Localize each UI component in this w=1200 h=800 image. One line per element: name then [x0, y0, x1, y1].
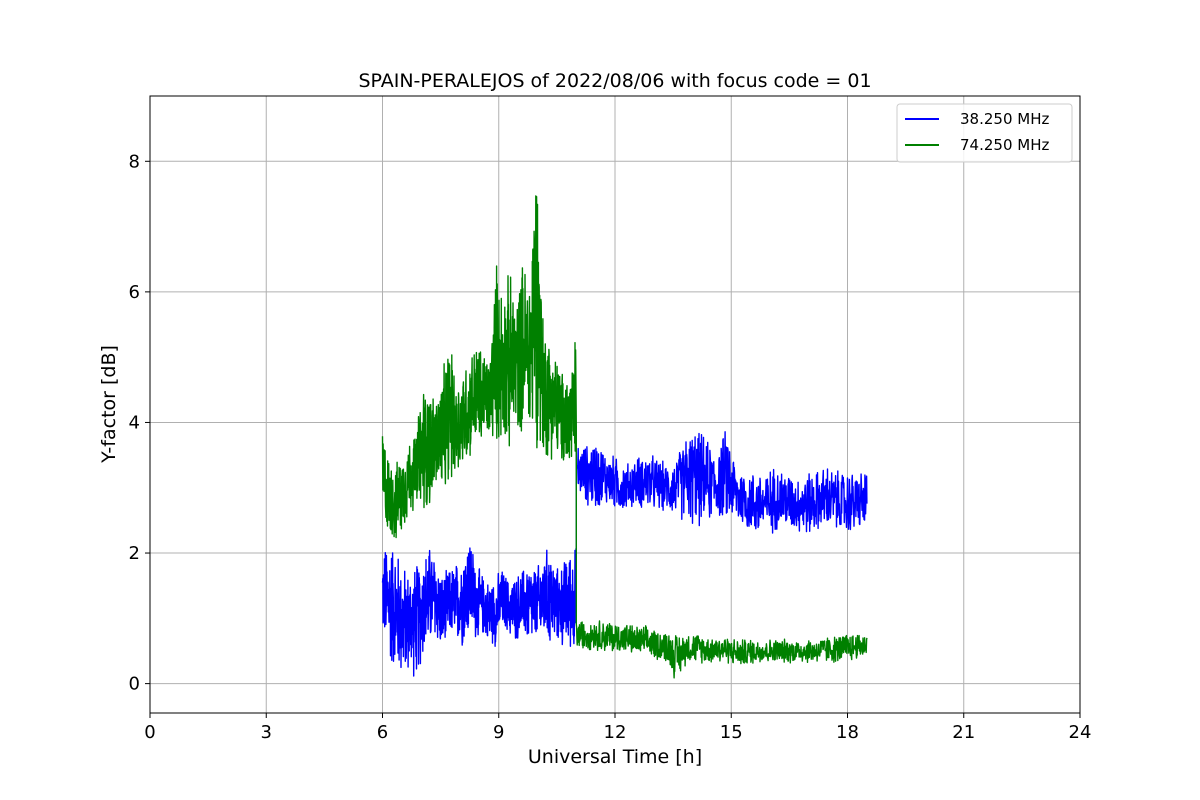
y-axis-title: Y-factor [dB]	[98, 345, 120, 464]
chart-title: SPAIN-PERALEJOS of 2022/08/06 with focus…	[358, 70, 871, 92]
x-tick-label: 18	[836, 722, 859, 743]
y-tick-label: 2	[129, 543, 140, 564]
legend-box	[896, 103, 1073, 163]
x-tick-label: 9	[493, 722, 504, 743]
x-tick-label: 12	[604, 722, 627, 743]
series-74mhz	[381, 195, 868, 679]
x-tick-label: 15	[720, 722, 743, 743]
x-tick-label: 6	[377, 722, 388, 743]
y-tick-label: 8	[129, 151, 140, 172]
x-tick-label: 21	[952, 722, 975, 743]
x-tick-label: 0	[144, 722, 155, 743]
legend: 38.250 MHz 74.250 MHz	[896, 103, 1073, 163]
x-tick-label: 3	[261, 722, 272, 743]
legend-label-38mhz: 38.250 MHz	[960, 110, 1049, 128]
series-line	[381, 195, 868, 679]
y-tick-label: 0	[129, 674, 140, 695]
x-axis-title: Universal Time [h]	[528, 746, 702, 768]
grid-lines	[149, 96, 1081, 713]
y-tick-label: 4	[129, 412, 140, 433]
y-tick-label: 6	[129, 282, 140, 303]
x-tick-label: 24	[1069, 722, 1092, 743]
legend-label-74mhz: 74.250 MHz	[960, 136, 1049, 154]
series-layer	[381, 195, 868, 679]
